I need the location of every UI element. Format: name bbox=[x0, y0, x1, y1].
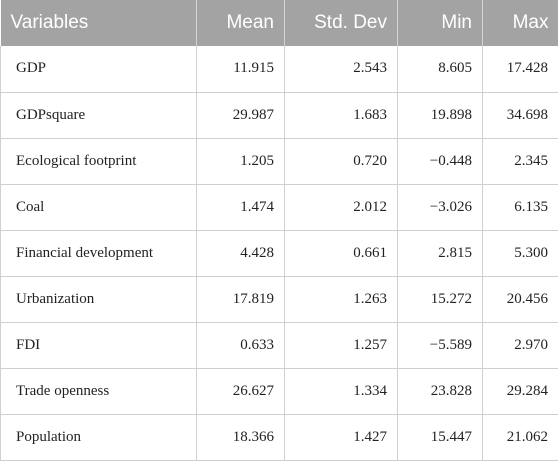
cell-std-dev: 1.427 bbox=[284, 414, 398, 461]
cell-mean: 0.633 bbox=[196, 322, 285, 369]
cell-min: 19.898 bbox=[397, 92, 483, 139]
cell-min: −3.026 bbox=[397, 184, 483, 231]
table-row: Coal 1.474 2.012 −3.026 6.135 bbox=[0, 184, 558, 231]
cell-variable: Urbanization bbox=[0, 276, 197, 323]
table-header: Variables Mean Std. Dev Min Max bbox=[0, 0, 558, 46]
cell-max: 34.698 bbox=[482, 92, 558, 139]
cell-max: 29.284 bbox=[482, 368, 558, 415]
table-row: GDPsquare 29.987 1.683 19.898 34.698 bbox=[0, 92, 558, 139]
header-std-dev: Std. Dev bbox=[284, 0, 398, 46]
cell-variable: FDI bbox=[0, 322, 197, 369]
cell-max: 2.345 bbox=[482, 138, 558, 185]
cell-min: 23.828 bbox=[397, 368, 483, 415]
table-row: Financial development 4.428 0.661 2.815 … bbox=[0, 230, 558, 277]
header-mean: Mean bbox=[196, 0, 285, 46]
cell-max: 21.062 bbox=[482, 414, 558, 461]
cell-max: 20.456 bbox=[482, 276, 558, 323]
cell-mean: 1.474 bbox=[196, 184, 285, 231]
cell-variable: GDP bbox=[0, 46, 197, 93]
cell-std-dev: 1.263 bbox=[284, 276, 398, 323]
table-row: Ecological footprint 1.205 0.720 −0.448 … bbox=[0, 138, 558, 185]
cell-variable: Trade openness bbox=[0, 368, 197, 415]
cell-min: 15.272 bbox=[397, 276, 483, 323]
cell-variable: Population bbox=[0, 414, 197, 461]
cell-std-dev: 1.334 bbox=[284, 368, 398, 415]
table-row: Population 18.366 1.427 15.447 21.062 bbox=[0, 414, 558, 461]
table-row: FDI 0.633 1.257 −5.589 2.970 bbox=[0, 322, 558, 369]
cell-variable: Ecological footprint bbox=[0, 138, 197, 185]
table-row: Trade openness 26.627 1.334 23.828 29.28… bbox=[0, 368, 558, 415]
cell-std-dev: 1.257 bbox=[284, 322, 398, 369]
cell-std-dev: 2.012 bbox=[284, 184, 398, 231]
cell-min: 15.447 bbox=[397, 414, 483, 461]
cell-min: −5.589 bbox=[397, 322, 483, 369]
cell-mean: 17.819 bbox=[196, 276, 285, 323]
cell-variable: Coal bbox=[0, 184, 197, 231]
cell-mean: 11.915 bbox=[196, 46, 285, 93]
cell-min: 8.605 bbox=[397, 46, 483, 93]
cell-mean: 4.428 bbox=[196, 230, 285, 277]
cell-max: 6.135 bbox=[482, 184, 558, 231]
header-row: Variables Mean Std. Dev Min Max bbox=[0, 0, 558, 46]
cell-mean: 1.205 bbox=[196, 138, 285, 185]
header-max: Max bbox=[482, 0, 558, 46]
cell-mean: 18.366 bbox=[196, 414, 285, 461]
header-variables: Variables bbox=[0, 0, 197, 46]
cell-max: 17.428 bbox=[482, 46, 558, 93]
table-body: GDP 11.915 2.543 8.605 17.428 GDPsquare … bbox=[0, 46, 558, 461]
cell-variable: Financial development bbox=[0, 230, 197, 277]
cell-mean: 29.987 bbox=[196, 92, 285, 139]
table-row: Urbanization 17.819 1.263 15.272 20.456 bbox=[0, 276, 558, 323]
cell-max: 5.300 bbox=[482, 230, 558, 277]
cell-std-dev: 2.543 bbox=[284, 46, 398, 93]
cell-min: −0.448 bbox=[397, 138, 483, 185]
cell-max: 2.970 bbox=[482, 322, 558, 369]
table-row: GDP 11.915 2.543 8.605 17.428 bbox=[0, 46, 558, 93]
cell-std-dev: 0.720 bbox=[284, 138, 398, 185]
cell-std-dev: 1.683 bbox=[284, 92, 398, 139]
cell-min: 2.815 bbox=[397, 230, 483, 277]
cell-variable: GDPsquare bbox=[0, 92, 197, 139]
header-min: Min bbox=[397, 0, 483, 46]
cell-std-dev: 0.661 bbox=[284, 230, 398, 277]
cell-mean: 26.627 bbox=[196, 368, 285, 415]
